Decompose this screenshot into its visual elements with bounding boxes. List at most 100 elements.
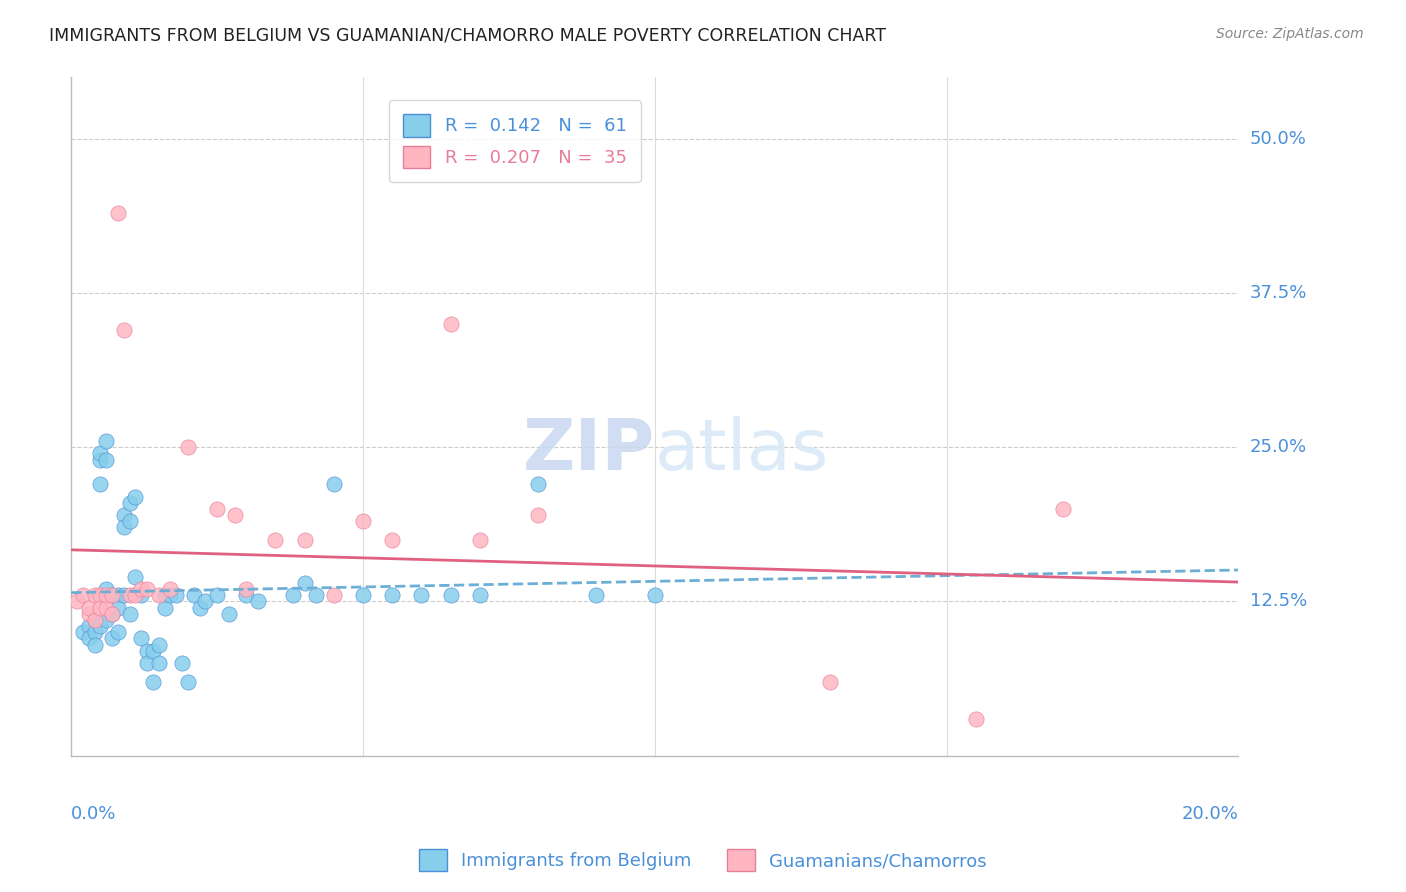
Point [411,588,433,602]
Point [89,588,111,602]
Point [118,588,141,602]
Point [107,625,129,640]
Point [101,588,124,602]
Point [129,588,152,602]
Point [83,638,105,652]
Point [148,656,170,670]
Point [218,607,240,621]
Point [124,490,146,504]
Point [118,496,141,510]
Point [188,600,211,615]
Point [153,600,176,615]
Point [246,594,269,608]
Point [159,588,181,602]
Text: IMMIGRANTS FROM BELGIUM VS GUAMANIAN/CHAMORRO MALE POVERTY CORRELATION CHART: IMMIGRANTS FROM BELGIUM VS GUAMANIAN/CHA… [49,27,886,45]
Point [142,644,165,658]
Text: ZIP: ZIP [523,416,655,485]
Point [118,607,141,621]
Point [172,656,194,670]
Point [644,588,666,602]
Point [107,588,129,602]
Text: 0.0%: 0.0% [72,805,117,822]
Point [159,582,181,596]
Point [352,514,374,528]
Text: 12.5%: 12.5% [1250,592,1308,610]
Point [96,588,118,602]
Point [224,508,246,522]
Point [527,477,550,491]
Point [142,674,165,689]
Point [183,588,205,602]
Point [1052,502,1074,516]
Point [89,600,111,615]
Point [101,607,124,621]
Point [205,588,228,602]
Point [89,477,111,491]
Point [72,588,94,602]
Text: 37.5%: 37.5% [1250,285,1308,302]
Text: Source: ZipAtlas.com: Source: ZipAtlas.com [1216,27,1364,41]
Point [322,477,344,491]
Point [89,446,111,460]
Point [177,674,200,689]
Text: atlas: atlas [655,416,830,485]
Point [136,656,159,670]
Point [136,644,159,658]
Point [96,613,118,627]
Text: 50.0%: 50.0% [1250,130,1308,148]
Point [165,588,187,602]
Point [112,323,135,337]
Legend: Immigrants from Belgium, Guamanians/Chamorros: Immigrants from Belgium, Guamanians/Cham… [412,842,994,879]
Point [468,533,491,547]
Point [83,613,105,627]
Point [107,206,129,220]
Point [322,588,344,602]
Point [129,582,152,596]
Point [439,317,461,331]
Text: 25.0%: 25.0% [1250,438,1308,457]
Point [352,588,374,602]
Point [294,576,316,591]
Point [77,632,100,646]
Point [177,440,200,454]
Point [294,533,316,547]
Point [101,607,124,621]
Point [439,588,461,602]
Point [235,588,257,602]
Point [381,588,404,602]
Point [129,632,152,646]
Point [96,582,118,596]
Point [89,452,111,467]
Point [468,588,491,602]
Point [585,588,607,602]
Point [124,588,146,602]
Point [205,502,228,516]
Point [118,514,141,528]
Point [66,594,89,608]
Point [101,632,124,646]
Point [83,625,105,640]
Point [112,588,135,602]
Legend: R =  0.142   N =  61, R =  0.207   N =  35: R = 0.142 N = 61, R = 0.207 N = 35 [388,100,641,182]
Point [112,508,135,522]
Point [148,588,170,602]
Point [124,570,146,584]
Point [305,588,328,602]
Point [965,712,987,726]
Point [96,600,118,615]
Point [194,594,217,608]
Point [281,588,304,602]
Point [83,613,105,627]
Text: 20.0%: 20.0% [1181,805,1239,822]
Point [153,588,176,602]
Point [136,582,159,596]
Point [381,533,404,547]
Point [77,619,100,633]
Point [264,533,287,547]
Point [818,674,841,689]
Point [101,588,124,602]
Point [148,638,170,652]
Point [235,582,257,596]
Point [527,508,550,522]
Point [77,600,100,615]
